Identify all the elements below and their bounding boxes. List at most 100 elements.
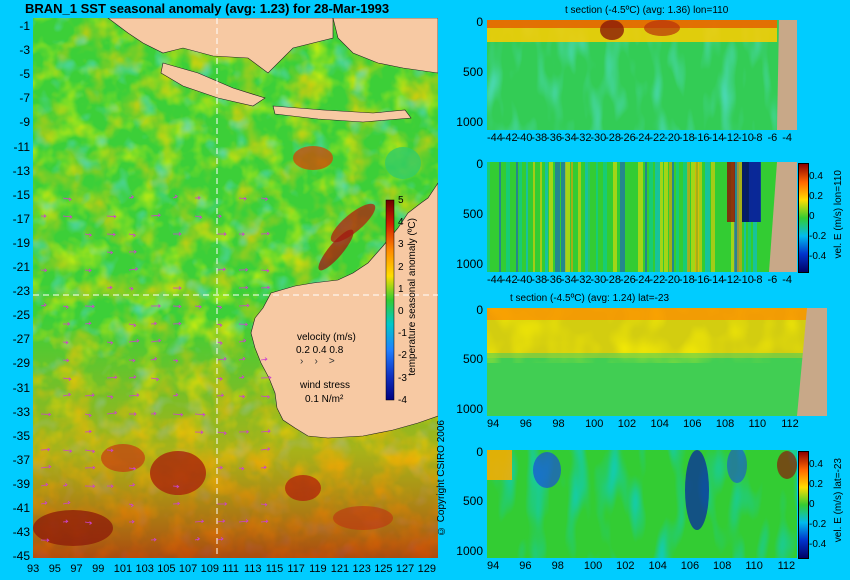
section-x-tick-label: -32 [575,132,592,144]
section-x-tick-label: -28 [605,132,621,144]
section-x-tick-label: 110 [745,560,763,572]
velocity-arrow [62,197,72,202]
velocity-arrow [260,519,269,524]
velocity-arrow [84,304,95,309]
velocity-arrow [216,323,223,328]
velocity-arrow [238,519,249,523]
section-x-tick-label: -34 [560,274,577,286]
velocity-arrow [216,537,224,541]
section-x-tick-label: -10 [737,274,754,286]
velocity-arrow [128,358,136,363]
panel-4-velocity-section [487,450,797,558]
velocity-arrow [260,502,268,507]
lat-tick-label: -45 [12,549,30,564]
depth-tick-label: 500 [462,352,483,367]
velocity-arrow [194,412,206,417]
panel-4-colorbar [798,451,809,559]
velocity-arrow [238,356,246,361]
velocity-arrow [260,231,270,236]
velocity-arrow [216,465,223,470]
colorbar-tick-label: 2 [398,261,404,273]
velocity-arrow [260,197,269,201]
lon-tick-label: 127 [395,563,415,575]
velocity-stripe [512,162,514,272]
section-x-tick-label: -8 [752,274,763,286]
depth-tick-label: 0 [476,157,483,171]
panel-2-colorbar [798,163,809,273]
velocity-arrow [150,338,162,343]
velocity-arrow [106,214,117,219]
velocity-arrow [62,215,73,219]
velocity-arrow [84,465,96,470]
section-x-tick-label: -4 [782,274,793,286]
depth-tick-label: 0 [476,15,483,29]
velocity-stripe [516,162,518,272]
velocity-stripe [578,162,581,272]
velocity-arrow [128,375,137,379]
section-x-tick-label: -4 [782,132,793,144]
velocity-arrow [172,194,178,199]
velocity-arrow [216,502,228,506]
lat-tick-label: -11 [13,139,30,154]
velocity-stripe [545,162,548,272]
velocity-arrow [84,484,96,489]
velocity-arrow [216,519,226,523]
wind-legend-label: wind stress [300,380,351,391]
velocity-arrow [216,393,225,398]
velocity-arrow [128,267,139,271]
velocity-colorbar-tick: -0.2 [809,519,827,530]
velocity-arrow [260,447,271,451]
depth-tick-label: 1000 [456,543,483,558]
panel-1-title: t section (-4.5ºC) (avg: 1.36) lon=110 [565,5,729,16]
velocity-arrow [238,322,248,327]
copyright-text: © Copyright CSIRO 2006 [436,420,447,537]
velocity-jet [727,162,735,222]
lat-tick-label: -7 [19,91,30,106]
velocity-arrow [150,411,157,416]
velocity-arrow [84,413,92,418]
section-x-tick-label: -12 [723,132,740,144]
velocity-stripe [487,162,490,272]
section-x-tick-label: 106 [683,418,702,430]
colorbar-tick-label: 1 [398,283,404,295]
section-x-tick-label: -38 [531,132,548,144]
lat-tick-label: -35 [12,428,30,443]
velocity-arrow [84,268,92,273]
lat-tick-label: -41 [12,501,30,515]
velocity-arrow [40,412,52,417]
velocity-arrow [238,196,247,201]
velocity-arrow [150,213,161,217]
velocity-stripe [711,162,715,272]
velocity-arrow [62,519,69,524]
velocity-stripe [734,162,739,272]
velocity-stripe [691,162,696,272]
section-x-tick-label: -24 [634,274,651,286]
velocity-stripe [519,162,522,272]
warm-eddies [33,146,421,546]
velocity-arrow [128,503,134,508]
lon-tick-label: 105 [157,563,176,575]
velocity-arrow [194,537,201,541]
panel-2-colorbar-label: vel. E (m/s) lon=110 [833,170,844,259]
panel-1-temp-section [487,20,797,130]
lon-tick-label: 99 [92,563,105,575]
lon-tick-label: 125 [374,563,393,575]
section-x-tick-label: 102 [617,418,637,430]
section-x-tick-label: 94 [487,560,500,572]
velocity-legend-arrows: › › > [300,356,335,367]
velocity-arrow [106,341,114,345]
lon-tick-label: 93 [27,563,40,575]
lon-tick-label: 113 [244,563,262,575]
velocity-arrow [260,269,270,273]
velocity-arrow [216,357,227,361]
depth-tick-label: 0 [476,445,483,459]
section-x-tick-label: 110 [748,418,767,430]
section-x-tick-label: -6 [767,132,778,144]
velocity-jet [749,162,761,222]
lat-tick-label: -9 [19,115,30,130]
section-x-tick-label: -44 [487,132,503,144]
velocity-arrow [106,232,116,237]
velocity-arrows [40,194,272,543]
velocity-arrow [62,358,70,363]
section-x-tick-label: -26 [619,132,636,144]
